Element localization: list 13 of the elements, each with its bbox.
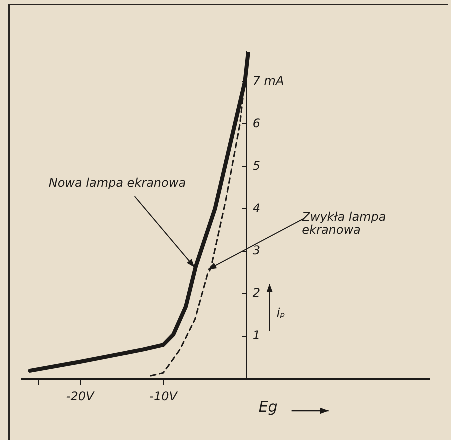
x-tick-label: -10V: [150, 389, 178, 404]
annotation: Nowa lampa ekranowa: [48, 176, 188, 190]
x-axis-title: Eg: [258, 398, 278, 416]
y-tick-label: 7 mA: [252, 74, 284, 88]
y-tick-label: 3: [252, 244, 260, 258]
x-tick-label: -20V: [66, 389, 95, 404]
y-tick-label: 4: [252, 201, 260, 216]
annotation: Zwykła lampa ekranowa: [302, 210, 388, 237]
y-axis-title: iₚ: [276, 306, 286, 320]
y-tick-label: 2: [252, 286, 260, 300]
y-tick-label: 1: [252, 328, 260, 343]
y-tick-label: 6: [252, 116, 261, 130]
y-tick-label: 5: [252, 158, 260, 173]
